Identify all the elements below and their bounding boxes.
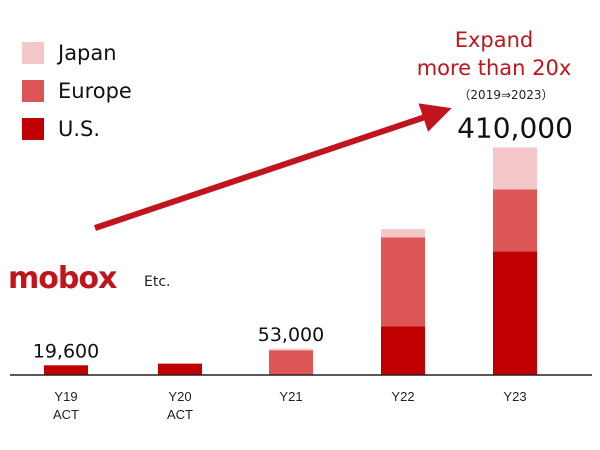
bar-group: [44, 147, 537, 375]
data-label-y19: 19,600: [33, 340, 99, 362]
bar-y23-japan: [493, 147, 537, 190]
legend-swatch-japan: [22, 42, 44, 64]
growth-arrow: [94, 103, 452, 231]
mobox-logo: mobox: [8, 261, 118, 296]
growth-headline-line1: Expand: [454, 28, 534, 52]
bar-y21-japan: [269, 348, 313, 351]
x-tick-sublabel-y20: ACT: [167, 407, 193, 422]
x-tick-label-y22: Y22: [391, 389, 414, 404]
data-label-y23: 410,000: [457, 111, 573, 144]
bar-y21-europe: [269, 350, 313, 375]
data-label-y21: 53,000: [258, 324, 324, 346]
legend-label-japan: Japan: [58, 41, 117, 65]
svg-text:mobox: mobox: [8, 261, 117, 296]
x-tick-label-y23: Y23: [503, 389, 526, 404]
legend-item-japan: Japan: [22, 34, 132, 72]
legend-swatch-us: [22, 118, 44, 140]
x-tick-label-y20: Y20: [168, 389, 191, 404]
legend-item-europe: Europe: [22, 72, 132, 110]
bar-y19-u-s: [44, 365, 88, 375]
legend-label-us: U.S.: [58, 117, 101, 141]
x-tick-labels: Y19 ACT Y20 ACT Y21 Y22 Y23: [53, 389, 527, 422]
x-tick-label-y19: Y19: [54, 389, 77, 404]
bar-y22-europe: [381, 237, 425, 327]
bar-y23-europe: [493, 189, 537, 252]
legend: Japan Europe U.S.: [22, 34, 132, 148]
bar-y22-u-s: [381, 326, 425, 375]
legend-item-us: U.S.: [22, 110, 132, 148]
bar-y23-u-s: [493, 251, 537, 375]
x-tick-sublabel-y19: ACT: [53, 407, 79, 422]
bar-y22-japan: [381, 229, 425, 238]
growth-headline-line2: more than 20x: [416, 56, 572, 80]
growth-period: （2019⇒2023）: [458, 88, 554, 102]
brand-etc: Etc.: [144, 274, 171, 290]
legend-label-europe: Europe: [58, 79, 132, 103]
bar-y20-u-s: [158, 363, 202, 375]
growth-headline: Expand more than 20x: [406, 26, 582, 82]
data-labels: 19,600 53,000 410,000: [33, 111, 573, 362]
legend-swatch-europe: [22, 80, 44, 102]
x-tick-label-y21: Y21: [279, 389, 302, 404]
